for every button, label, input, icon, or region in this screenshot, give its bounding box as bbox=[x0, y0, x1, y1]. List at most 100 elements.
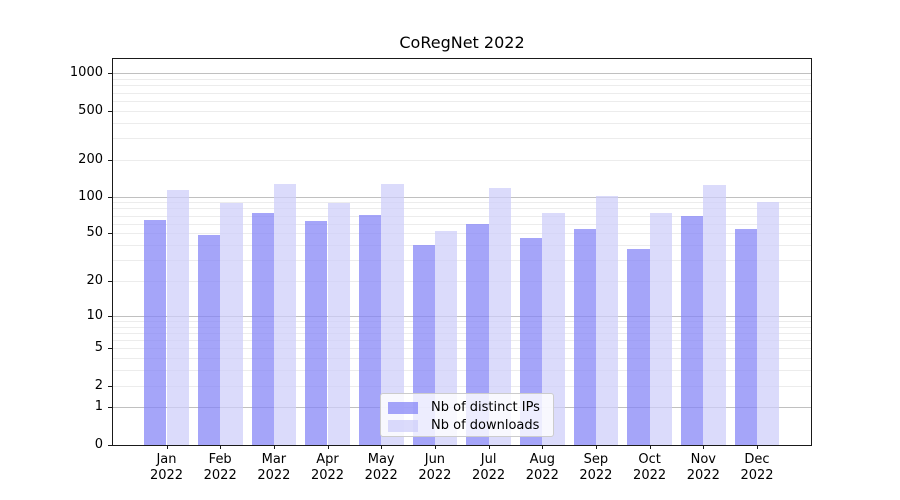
x-tick-mark bbox=[488, 445, 490, 449]
x-tick-mark bbox=[595, 445, 597, 449]
y-tick-label: 100 bbox=[78, 188, 103, 204]
bar-distinct-ips bbox=[627, 249, 650, 445]
y-tick-mark bbox=[108, 73, 113, 75]
bar-downloads bbox=[166, 189, 189, 445]
bar-downloads bbox=[273, 183, 297, 445]
minor-gridline bbox=[113, 137, 811, 139]
x-tick-mark bbox=[542, 445, 544, 449]
minor-gridline bbox=[113, 85, 811, 87]
x-tick-label: Nov 2022 bbox=[686, 452, 720, 483]
bar-distinct-ips bbox=[358, 214, 382, 445]
major-gridline bbox=[113, 196, 811, 198]
x-tick-label: Jun 2022 bbox=[418, 452, 452, 483]
minor-gridline bbox=[113, 100, 811, 102]
minor-gridline bbox=[113, 260, 811, 261]
legend-label-distinct-ips: Nb of distinct IPs bbox=[431, 400, 540, 415]
y-tick-mark bbox=[108, 444, 113, 446]
x-tick-mark bbox=[703, 445, 705, 449]
y-tick-mark bbox=[108, 280, 113, 282]
major-gridline bbox=[113, 315, 811, 317]
y-tick-label: 0 bbox=[94, 436, 103, 452]
bar-distinct-ips bbox=[680, 216, 704, 445]
minor-gridline bbox=[113, 208, 811, 210]
y-tick-label: 2 bbox=[94, 377, 103, 393]
x-tick-mark bbox=[381, 445, 383, 449]
minor-gridline bbox=[113, 110, 811, 112]
x-tick-label: Apr 2022 bbox=[310, 452, 345, 483]
minor-gridline bbox=[113, 370, 811, 371]
bar-downloads bbox=[595, 195, 619, 445]
y-tick-label: 5 bbox=[94, 340, 103, 356]
legend-swatch-downloads bbox=[388, 419, 418, 432]
legend-swatch-distinct-ips bbox=[388, 401, 418, 414]
minor-gridline bbox=[113, 202, 811, 204]
bar-distinct-ips bbox=[466, 223, 489, 445]
x-tick-label: Dec 2022 bbox=[740, 452, 774, 483]
x-tick-mark bbox=[166, 445, 168, 449]
legend-item-distinct-ips: Nb of distinct IPs bbox=[388, 399, 547, 416]
y-tick-label: 500 bbox=[78, 102, 103, 118]
plot-area bbox=[112, 58, 812, 446]
y-tick-label: 10 bbox=[86, 307, 103, 323]
minor-gridline bbox=[113, 223, 811, 225]
y-tick-mark bbox=[108, 233, 113, 235]
bar-distinct-ips bbox=[144, 220, 167, 445]
minor-gridline bbox=[113, 79, 811, 80]
y-tick-mark bbox=[108, 348, 113, 350]
x-tick-label: May 2022 bbox=[364, 452, 398, 483]
legend-label-downloads: Nb of downloads bbox=[431, 418, 540, 433]
bar-distinct-ips bbox=[573, 229, 596, 445]
x-tick-label: Jan 2022 bbox=[149, 452, 184, 483]
minor-gridline bbox=[113, 326, 811, 328]
legend-item-downloads: Nb of downloads bbox=[388, 417, 547, 434]
x-tick-label: Jul 2022 bbox=[472, 452, 506, 483]
legend: Nb of distinct IPs Nb of downloads bbox=[380, 393, 554, 437]
y-tick-label: 1000 bbox=[69, 65, 103, 81]
minor-gridline bbox=[113, 340, 811, 341]
y-tick-mark bbox=[108, 110, 113, 112]
x-tick-label: Feb 2022 bbox=[203, 452, 237, 483]
bar-downloads bbox=[649, 212, 672, 445]
minor-gridline bbox=[113, 245, 811, 246]
minor-gridline bbox=[113, 358, 811, 359]
x-tick-mark bbox=[649, 445, 651, 449]
minor-gridline bbox=[113, 159, 811, 161]
minor-gridline bbox=[113, 122, 811, 124]
minor-gridline bbox=[113, 332, 811, 334]
bar-distinct-ips bbox=[197, 235, 221, 445]
x-tick-mark bbox=[757, 445, 758, 449]
bar-downloads bbox=[434, 231, 458, 445]
minor-gridline bbox=[113, 92, 811, 94]
minor-gridline bbox=[113, 320, 811, 322]
chart-title: CoRegNet 2022 bbox=[399, 33, 525, 52]
x-tick-mark bbox=[273, 445, 275, 449]
x-tick-label: Sep 2022 bbox=[579, 452, 613, 483]
bar-distinct-ips bbox=[305, 221, 328, 445]
bar-downloads bbox=[542, 212, 565, 445]
x-tick-mark bbox=[327, 445, 329, 449]
bar-downloads bbox=[703, 184, 726, 445]
bar-downloads bbox=[220, 203, 243, 445]
y-tick-label: 50 bbox=[86, 225, 103, 241]
x-tick-label: Aug 2022 bbox=[525, 452, 559, 483]
bar-downloads bbox=[488, 187, 511, 445]
major-gridline bbox=[113, 73, 811, 75]
x-tick-mark bbox=[220, 445, 222, 449]
y-tick-label: 200 bbox=[78, 151, 103, 167]
y-tick-mark bbox=[108, 159, 113, 161]
y-tick-mark bbox=[108, 385, 113, 387]
x-tick-label: Oct 2022 bbox=[633, 452, 667, 483]
minor-gridline bbox=[113, 385, 811, 387]
x-tick-label: Mar 2022 bbox=[257, 452, 291, 483]
minor-gridline bbox=[113, 215, 811, 217]
bar-downloads bbox=[381, 184, 404, 445]
y-tick-mark bbox=[108, 196, 113, 198]
minor-gridline bbox=[113, 233, 811, 235]
y-tick-label: 20 bbox=[86, 272, 103, 288]
y-tick-label: 1 bbox=[94, 399, 103, 415]
minor-gridline bbox=[113, 280, 811, 282]
x-tick-mark bbox=[434, 445, 436, 449]
minor-gridline bbox=[113, 348, 811, 350]
y-tick-mark bbox=[108, 315, 113, 317]
